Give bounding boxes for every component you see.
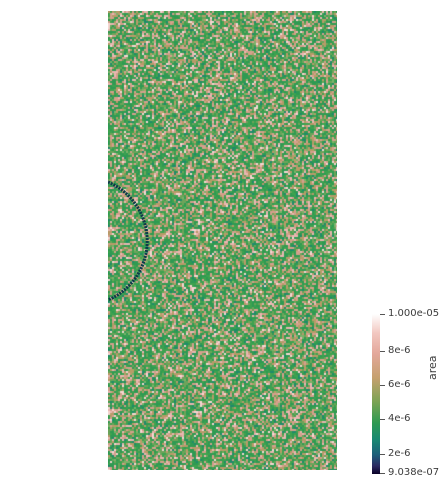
tick-8e-6 — [380, 351, 385, 352]
tick-label-max: 1.000e-05 — [388, 308, 440, 319]
tick-label-4e-6: 4e-6 — [388, 413, 411, 424]
tick-label-min: 9.038e-07 — [388, 467, 440, 478]
color-legend: 1.000e-05 8e-6 6e-6 4e-6 2e-6 9.038e-07 — [360, 300, 445, 481]
color-gradient-bar — [372, 314, 380, 474]
tick-label-2e-6: 2e-6 — [388, 448, 411, 459]
mesh-area-plot[interactable] — [108, 11, 337, 470]
colorbar-title: area — [426, 355, 439, 380]
tick-6e-6 — [380, 385, 385, 386]
tick-label-8e-6: 8e-6 — [388, 345, 411, 356]
tick-min — [380, 473, 385, 474]
tick-max — [380, 314, 385, 315]
tick-label-6e-6: 6e-6 — [388, 379, 411, 390]
tick-4e-6 — [380, 419, 385, 420]
tick-2e-6 — [380, 454, 385, 455]
